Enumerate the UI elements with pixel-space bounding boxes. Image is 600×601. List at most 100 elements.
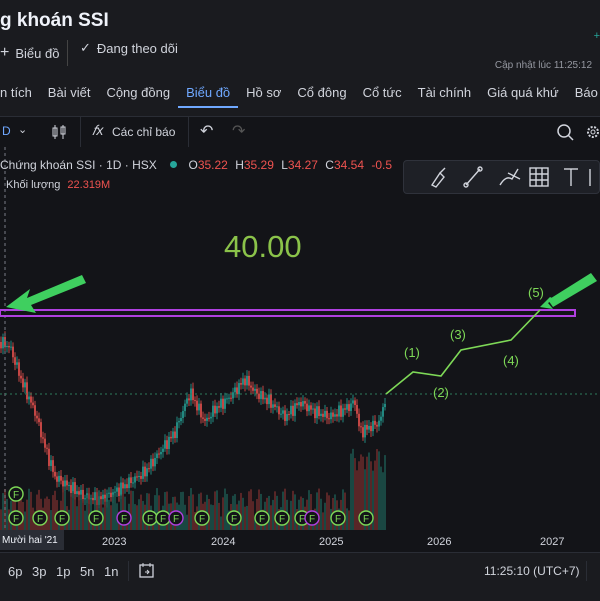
- candle-body: [228, 397, 230, 399]
- volume-bar: [108, 499, 110, 530]
- corner-plus[interactable]: +: [593, 30, 600, 42]
- candle-body: [288, 414, 290, 416]
- volume-bar: [214, 491, 216, 530]
- grid-icon[interactable]: [529, 167, 549, 187]
- right-arrow: [540, 273, 597, 309]
- add-chart-button[interactable]: + Biểu đồ: [0, 40, 69, 66]
- candle-body: [156, 453, 158, 459]
- volume-bar: [6, 498, 8, 530]
- volume-bar: [208, 498, 210, 530]
- candle-body: [154, 458, 156, 467]
- follow-button[interactable]: ✓ Đang theo dõi: [80, 40, 178, 56]
- candle-body: [148, 468, 150, 470]
- clock-label[interactable]: 11:25:10 (UTC+7): [484, 564, 580, 578]
- candle-body: [272, 404, 274, 408]
- candle-body: [60, 475, 62, 481]
- volume-bar: [284, 488, 286, 530]
- volume-bar: [38, 489, 40, 530]
- volume-bar: [328, 495, 330, 530]
- tab-history[interactable]: Giá quá khứ: [487, 85, 559, 100]
- volume-bar: [364, 469, 366, 530]
- pen-icon[interactable]: [499, 168, 521, 186]
- volume-bar: [70, 496, 72, 530]
- volume-bar: [290, 500, 292, 530]
- volume-bar: [346, 508, 348, 530]
- candle-body: [20, 375, 22, 379]
- range-5d[interactable]: 5n: [80, 564, 95, 579]
- candle-body: [368, 425, 370, 430]
- chevron-down-icon[interactable]: ⌄: [18, 124, 28, 136]
- volume-bar: [288, 514, 290, 530]
- volume-bar: [348, 510, 350, 530]
- redo-icon[interactable]: ↷: [232, 123, 246, 140]
- time-tick-3: 2025: [319, 536, 344, 548]
- volume-bar: [24, 511, 26, 530]
- candle-body: [380, 416, 382, 421]
- candle-body: [152, 458, 154, 467]
- tab-shareholders[interactable]: Cổ đông: [297, 85, 347, 100]
- volume-bar: [186, 514, 188, 530]
- tab-profile[interactable]: Hồ sơ: [246, 85, 282, 100]
- time-axis[interactable]: Mười hai '21 2023 2024 2025 2026 2027: [0, 530, 600, 552]
- range-6m[interactable]: 6p: [8, 564, 23, 579]
- volume-bar: [376, 449, 378, 530]
- candle-body: [208, 417, 210, 419]
- candle-body: [0, 342, 2, 349]
- goto-date-icon[interactable]: [138, 562, 156, 580]
- wave-label-4: (4): [503, 353, 519, 368]
- volume-bar: [366, 456, 368, 530]
- candle-body: [358, 413, 360, 427]
- volume-bar: [378, 451, 380, 530]
- tab-finance[interactable]: Tài chính: [417, 85, 472, 100]
- tab-reports[interactable]: Báo cáo: [574, 85, 600, 100]
- volume-bar: [122, 488, 124, 530]
- brush-icon[interactable]: [430, 167, 446, 188]
- trendline-icon[interactable]: [463, 166, 483, 188]
- tab-articles[interactable]: Bài viết: [47, 85, 91, 100]
- candle-body: [194, 400, 196, 402]
- candle-body: [120, 482, 122, 496]
- volume-bar: [88, 489, 90, 530]
- candle-body: [342, 408, 344, 417]
- volume-bar: [242, 497, 244, 530]
- volume-bar: [254, 517, 256, 530]
- tab-community[interactable]: Cộng đồng: [106, 85, 171, 100]
- event-marker-label: F: [37, 514, 43, 525]
- candle-body: [330, 412, 332, 420]
- tab-analysis[interactable]: n tích: [0, 85, 32, 100]
- volume-bar: [226, 493, 228, 530]
- candle-body: [248, 375, 250, 386]
- candles-icon[interactable]: [50, 123, 68, 141]
- event-marker-label: F: [309, 514, 315, 525]
- price-candles: [0, 331, 386, 511]
- interval-select[interactable]: D: [2, 124, 11, 138]
- tab-chart[interactable]: Biểu đồ: [178, 80, 239, 108]
- text-tool-icon[interactable]: [564, 168, 578, 186]
- candle-body: [78, 491, 80, 495]
- candle-body: [376, 424, 378, 427]
- range-1d[interactable]: 1n: [104, 564, 119, 579]
- tab-dividends[interactable]: Cổ tức: [362, 85, 402, 100]
- chart-svg[interactable]: F F F F F F F F F F F F F F F FF: [0, 147, 600, 530]
- candle-body: [276, 406, 278, 408]
- gear-icon[interactable]: [584, 123, 600, 141]
- indicators-button[interactable]: Các chỉ báo: [112, 125, 176, 139]
- open-label: O: [188, 158, 198, 172]
- range-3m[interactable]: 3p: [32, 564, 47, 579]
- event-marker-label: F: [231, 514, 237, 525]
- event-marker-label: F: [13, 490, 19, 501]
- event-marker-label: F: [160, 514, 166, 525]
- candle-body: [150, 458, 152, 469]
- candle-body: [250, 385, 252, 388]
- zoom-icon[interactable]: [556, 123, 574, 141]
- candle-body: [24, 382, 26, 388]
- range-1m[interactable]: 1p: [56, 564, 71, 579]
- candle-body: [346, 404, 348, 410]
- function-icon[interactable]: 𝑓x: [92, 122, 104, 138]
- candle-body: [26, 382, 28, 400]
- event-marker-label: F: [363, 514, 369, 525]
- updated-time: Cập nhật lúc 11:25:12: [494, 60, 592, 71]
- undo-icon[interactable]: ↶: [200, 123, 214, 140]
- candle-body: [32, 402, 34, 406]
